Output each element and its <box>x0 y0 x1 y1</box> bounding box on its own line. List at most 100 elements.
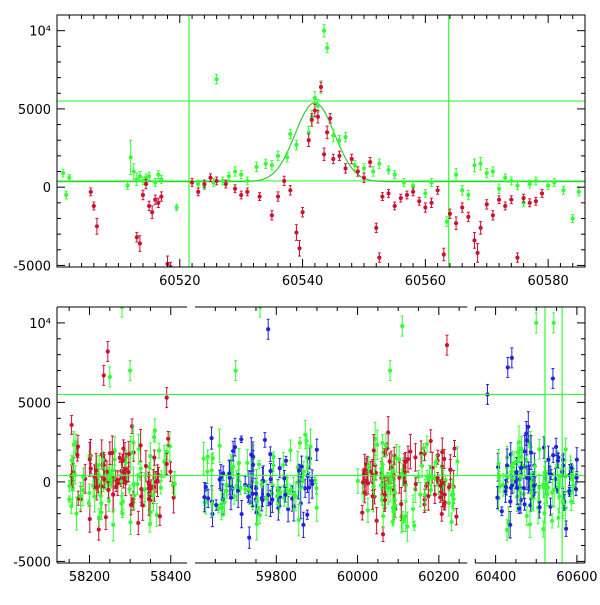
data-point <box>434 459 439 464</box>
data-point <box>107 374 112 380</box>
x-tick-label: 60600 <box>556 570 597 585</box>
data-point <box>297 440 302 446</box>
data-point <box>245 178 250 184</box>
data-point <box>381 513 386 519</box>
top-plot-area <box>57 15 585 267</box>
data-point <box>418 492 423 497</box>
data-point <box>281 462 286 468</box>
data-point <box>300 477 305 482</box>
data-point <box>67 497 72 502</box>
data-point <box>283 492 288 497</box>
data-point <box>387 368 393 373</box>
data-point <box>408 449 413 454</box>
data-point <box>386 191 391 196</box>
data-point <box>278 490 283 495</box>
data-point <box>123 460 128 465</box>
data-point <box>216 506 221 511</box>
data-point <box>515 183 520 188</box>
data-point <box>156 448 162 453</box>
data-point <box>466 214 471 220</box>
data-point <box>439 511 444 517</box>
data-point <box>257 307 263 310</box>
data-point <box>297 486 303 492</box>
data-point <box>91 203 96 209</box>
data-point <box>201 456 206 461</box>
data-point <box>140 503 145 508</box>
data-point <box>257 513 262 518</box>
data-point <box>405 524 410 529</box>
x-tick-label: 58200 <box>69 570 110 585</box>
data-point <box>365 508 371 513</box>
x-tick-label: 60200 <box>418 570 459 585</box>
data-point <box>156 172 161 177</box>
data-point <box>391 509 396 514</box>
data-point <box>164 461 169 467</box>
data-point <box>423 483 429 489</box>
data-point <box>435 453 440 458</box>
data-point <box>263 161 268 166</box>
data-point <box>446 500 451 506</box>
data-point <box>552 487 557 492</box>
data-point <box>227 471 232 476</box>
data-point <box>231 464 236 469</box>
data-point <box>372 475 377 480</box>
data-point <box>524 513 529 519</box>
data-point <box>537 505 542 510</box>
data-point <box>377 255 382 260</box>
data-point <box>208 175 213 180</box>
data-point <box>238 485 243 491</box>
data-point <box>438 495 443 500</box>
data-point <box>550 518 555 523</box>
data-point <box>151 435 157 440</box>
data-point <box>309 117 314 122</box>
data-point <box>214 178 219 184</box>
data-point <box>312 478 318 483</box>
data-point <box>325 130 330 135</box>
data-point <box>97 462 102 468</box>
data-point <box>315 114 321 119</box>
data-point <box>138 443 143 448</box>
data-point <box>422 492 428 497</box>
data-point <box>137 174 142 179</box>
data-point <box>371 448 376 453</box>
data-point <box>428 438 433 444</box>
data-point <box>67 483 72 488</box>
data-point <box>268 468 273 474</box>
data-point <box>88 189 93 194</box>
data-point <box>368 469 373 474</box>
data-point <box>123 466 129 472</box>
data-point <box>449 492 455 498</box>
data-point <box>504 527 510 533</box>
data-point <box>288 487 293 492</box>
data-point <box>140 178 146 184</box>
data-point <box>315 103 321 108</box>
data-point <box>270 497 275 502</box>
data-point <box>379 483 384 488</box>
data-point <box>475 250 480 256</box>
data-point <box>69 422 74 428</box>
data-point <box>256 462 262 467</box>
data-point <box>228 495 234 500</box>
data-point <box>224 483 229 488</box>
data-point <box>399 501 404 507</box>
data-point <box>429 180 434 185</box>
data-point <box>146 496 151 502</box>
data-point <box>221 471 226 476</box>
data-point <box>69 504 74 509</box>
data-point <box>132 493 137 498</box>
data-point <box>391 469 396 474</box>
data-point <box>230 448 236 454</box>
data-point <box>360 510 365 515</box>
data-point <box>167 444 172 449</box>
data-point <box>250 454 255 459</box>
data-point <box>164 395 169 400</box>
data-point <box>138 466 143 471</box>
data-point <box>355 169 360 174</box>
data-point <box>370 494 375 499</box>
data-point <box>205 469 210 474</box>
data-point <box>245 460 250 465</box>
data-point <box>303 486 308 491</box>
data-point <box>361 166 367 171</box>
data-point <box>526 424 531 429</box>
data-point <box>515 450 520 455</box>
